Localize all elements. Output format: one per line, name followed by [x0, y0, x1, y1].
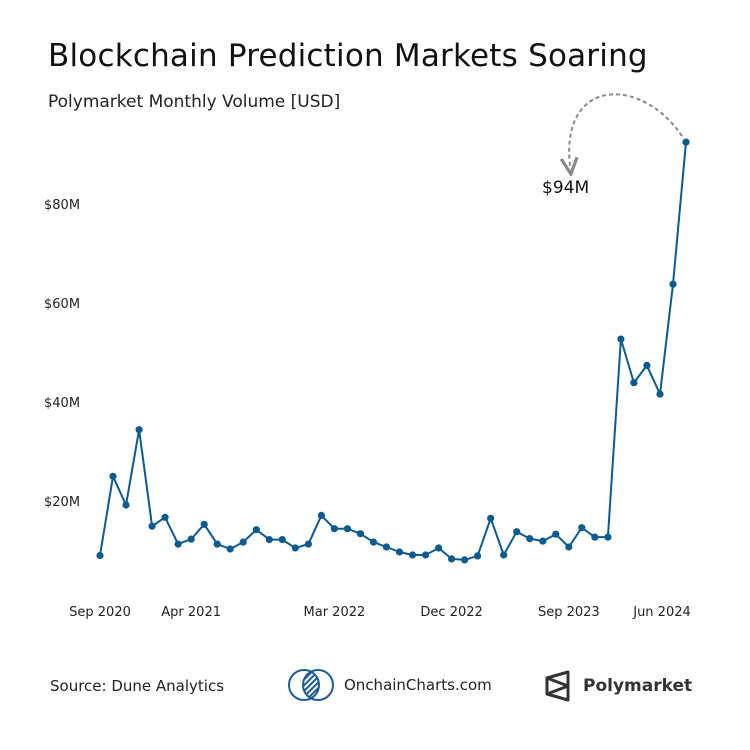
data-point [474, 552, 482, 560]
data-point [122, 501, 130, 509]
data-point [591, 533, 599, 541]
data-point [109, 472, 117, 480]
data-point [643, 361, 651, 369]
data-point [422, 551, 430, 559]
x-tick-label: Sep 2020 [69, 605, 131, 620]
data-point [539, 537, 547, 545]
x-tick-label: Sep 2023 [538, 605, 600, 620]
data-point [252, 526, 260, 534]
data-point [304, 540, 312, 548]
data-point [239, 538, 247, 546]
data-point [500, 551, 508, 559]
y-tick-label: $20M [44, 495, 80, 510]
chart-subtitle: Polymarket Monthly Volume [USD] [48, 92, 341, 112]
y-tick-label: $40M [44, 396, 80, 411]
polymarket-logo-icon [545, 670, 570, 702]
data-point [382, 543, 391, 551]
data-point [265, 536, 273, 544]
data-point [656, 390, 664, 398]
series-line [99, 142, 687, 561]
y-axis: $20M $40M $60M $80M [44, 198, 80, 510]
annotation-arrow [569, 93, 683, 166]
data-point [526, 535, 534, 543]
data-point [148, 522, 156, 530]
onchaincharts-logo-icon [288, 669, 334, 701]
chart-title: Blockchain Prediction Markets Soaring [48, 38, 648, 74]
data-point [578, 524, 586, 532]
data-point [330, 525, 338, 533]
data-point [513, 528, 521, 536]
data-point [435, 544, 443, 552]
data-point [395, 548, 404, 556]
data-point [461, 556, 469, 564]
data-point [408, 551, 417, 559]
data-point [278, 536, 286, 544]
x-tick-label: Mar 2022 [304, 605, 366, 620]
data-point [369, 538, 378, 546]
source-label: Source: Dune Analytics [50, 677, 225, 695]
data-point [604, 533, 612, 541]
data-point [669, 280, 677, 288]
annotation-label: $94M [542, 178, 589, 198]
polymarket-text: Polymarket [583, 676, 693, 696]
data-point [617, 335, 625, 343]
y-tick-label: $60M [44, 297, 80, 312]
data-point [291, 544, 299, 552]
data-point [174, 540, 182, 548]
onchaincharts-brand[interactable]: OnchainCharts.com [286, 668, 492, 702]
data-point [552, 530, 560, 538]
x-tick-label: Apr 2021 [161, 605, 221, 620]
data-point [96, 551, 104, 560]
data-point [213, 540, 221, 548]
data-points [96, 138, 690, 564]
data-point [135, 426, 143, 434]
data-point [565, 543, 573, 551]
x-axis: Sep 2020 Apr 2021 Mar 2022 Dec 2022 Sep 2023… [69, 605, 691, 620]
data-point [317, 511, 325, 519]
data-point [343, 525, 351, 533]
data-point [487, 514, 495, 522]
data-point [161, 513, 169, 521]
data-point [200, 520, 208, 528]
data-point [356, 530, 364, 538]
x-tick-label: Jun 2024 [632, 605, 691, 620]
data-point [187, 535, 195, 543]
data-point [448, 555, 456, 563]
line-chart: $20M $40M $60M $80M Sep 2020 Apr 2021 Mar 202… [44, 93, 691, 620]
data-point [630, 379, 638, 387]
data-point [682, 138, 690, 146]
polymarket-brand[interactable]: Polymarket [543, 670, 692, 702]
data-point [226, 545, 234, 553]
onchaincharts-text: OnchainCharts.com [344, 676, 492, 694]
x-tick-label: Dec 2022 [420, 605, 482, 620]
y-tick-label: $80M [44, 198, 80, 213]
